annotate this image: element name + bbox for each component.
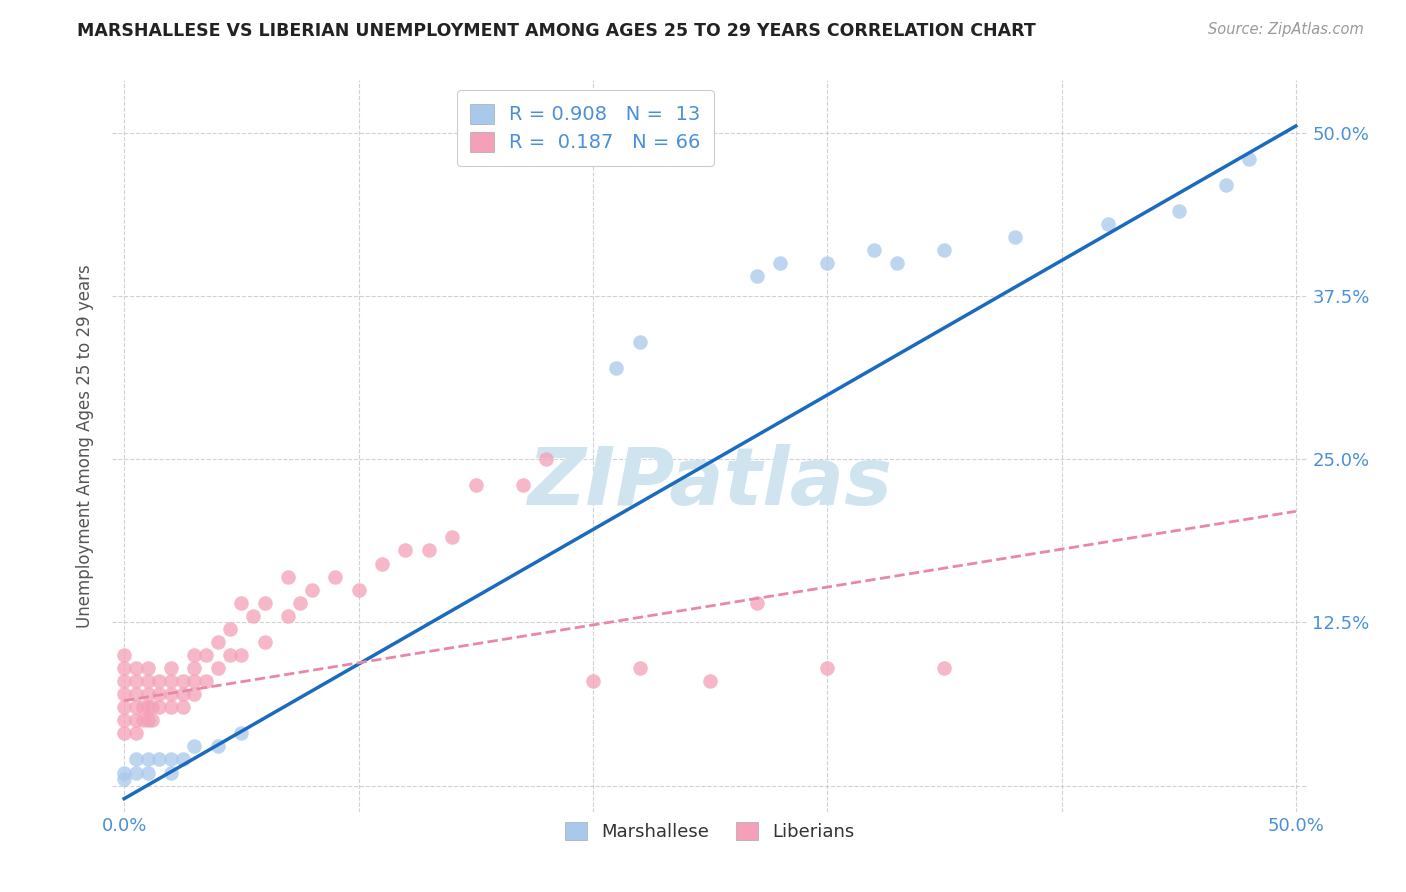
Point <box>1215 178 1237 192</box>
Point <box>347 582 370 597</box>
Point <box>141 714 163 728</box>
Point <box>1097 217 1119 231</box>
Point <box>934 243 956 257</box>
Point <box>745 269 768 284</box>
Point <box>582 674 605 689</box>
Point <box>512 478 534 492</box>
Point <box>112 726 135 740</box>
Point <box>628 661 651 675</box>
Point <box>394 543 416 558</box>
Point <box>183 687 205 701</box>
Point <box>863 243 886 257</box>
Point <box>207 739 229 754</box>
Point <box>125 765 148 780</box>
Y-axis label: Unemployment Among Ages 25 to 29 years: Unemployment Among Ages 25 to 29 years <box>76 264 94 628</box>
Point <box>125 687 148 701</box>
Point <box>605 360 627 375</box>
Legend: Marshallese, Liberians: Marshallese, Liberians <box>553 809 868 854</box>
Point <box>136 700 159 714</box>
Point <box>136 752 159 766</box>
Point <box>136 687 159 701</box>
Point <box>112 772 135 786</box>
Point <box>112 700 135 714</box>
Point <box>112 687 135 701</box>
Point <box>125 714 148 728</box>
Point <box>277 569 299 583</box>
Point <box>112 648 135 662</box>
Point <box>207 635 229 649</box>
Point <box>183 739 205 754</box>
Point <box>125 700 148 714</box>
Point <box>195 648 218 662</box>
Point <box>112 674 135 689</box>
Point <box>160 674 183 689</box>
Point <box>136 714 159 728</box>
Point <box>148 674 170 689</box>
Point <box>218 648 240 662</box>
Point <box>1237 152 1260 166</box>
Point <box>253 596 276 610</box>
Point <box>160 765 183 780</box>
Point <box>195 674 218 689</box>
Point <box>534 452 557 467</box>
Point <box>207 661 229 675</box>
Point <box>172 752 194 766</box>
Point <box>160 661 183 675</box>
Point <box>172 674 194 689</box>
Point <box>148 700 170 714</box>
Point <box>418 543 440 558</box>
Point <box>323 569 346 583</box>
Point <box>125 726 148 740</box>
Text: MARSHALLESE VS LIBERIAN UNEMPLOYMENT AMONG AGES 25 TO 29 YEARS CORRELATION CHART: MARSHALLESE VS LIBERIAN UNEMPLOYMENT AMO… <box>77 22 1036 40</box>
Text: Source: ZipAtlas.com: Source: ZipAtlas.com <box>1208 22 1364 37</box>
Point <box>148 687 170 701</box>
Point <box>136 674 159 689</box>
Point <box>886 256 908 270</box>
Point <box>277 608 299 623</box>
Point <box>218 622 240 636</box>
Point <box>160 752 183 766</box>
Point <box>231 648 253 662</box>
Point <box>148 752 170 766</box>
Point <box>242 608 264 623</box>
Point <box>183 674 205 689</box>
Point <box>699 674 721 689</box>
Point <box>934 661 956 675</box>
Point <box>136 661 159 675</box>
Point <box>112 765 135 780</box>
Point <box>125 752 148 766</box>
Point <box>769 256 792 270</box>
Point <box>160 700 183 714</box>
Point <box>745 596 768 610</box>
Point <box>815 256 838 270</box>
Point <box>112 714 135 728</box>
Text: ZIPatlas: ZIPatlas <box>527 443 893 522</box>
Point <box>160 687 183 701</box>
Point <box>815 661 838 675</box>
Point <box>183 648 205 662</box>
Point <box>301 582 323 597</box>
Point <box>172 687 194 701</box>
Point <box>172 700 194 714</box>
Point <box>231 596 253 610</box>
Point <box>1004 230 1026 244</box>
Point <box>125 674 148 689</box>
Point <box>132 700 155 714</box>
Point <box>125 661 148 675</box>
Point <box>132 714 155 728</box>
Point <box>1167 203 1189 218</box>
Point <box>441 530 464 544</box>
Point <box>253 635 276 649</box>
Point <box>231 726 253 740</box>
Point <box>288 596 311 610</box>
Point <box>371 557 394 571</box>
Point <box>141 700 163 714</box>
Point <box>183 661 205 675</box>
Point <box>628 334 651 349</box>
Point <box>112 661 135 675</box>
Point <box>464 478 486 492</box>
Point <box>136 765 159 780</box>
